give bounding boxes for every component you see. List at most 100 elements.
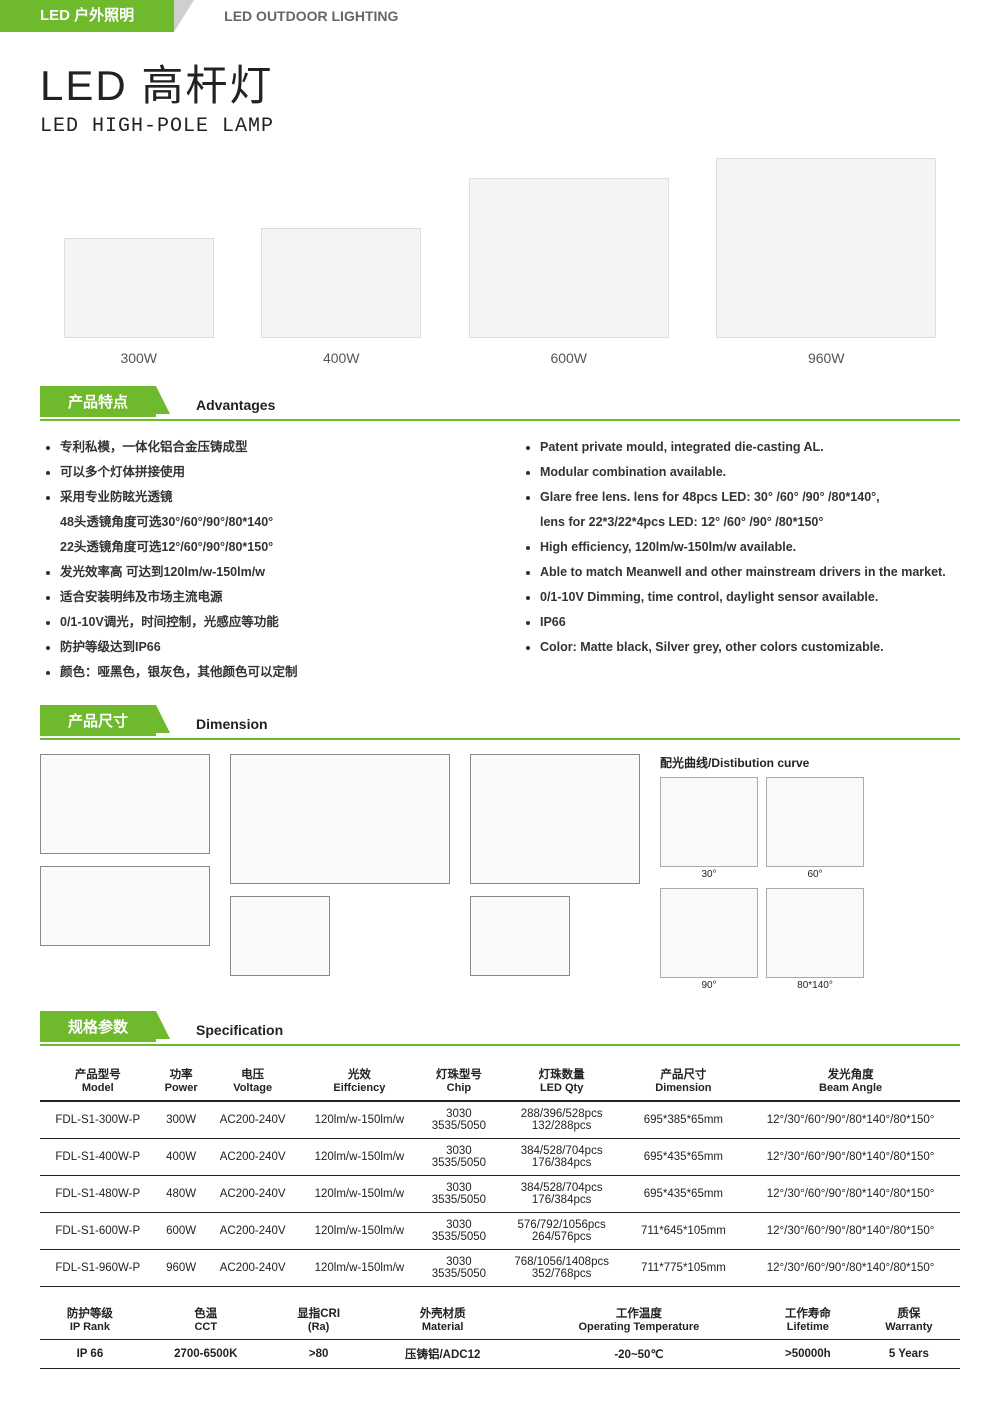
advantage-item-cn: 0/1-10V调光，时间控制，光感应等功能 xyxy=(60,610,480,635)
dimension-drawing-2 xyxy=(230,754,450,884)
spec-cell: 12°/30°/60°/90°/80*140°/80*150° xyxy=(741,1213,960,1250)
product-item: 600W xyxy=(469,178,669,366)
spec-cell: 30303535/5050 xyxy=(420,1250,498,1287)
spec-cell: 768/1056/1408pcs352/768pcs xyxy=(498,1250,626,1287)
spec2-header: 工作温度Operating Temperature xyxy=(520,1299,758,1340)
spec-header: 电压Voltage xyxy=(207,1060,299,1101)
table-row: FDL-S1-400W-P400WAC200-240V120lm/w-150lm… xyxy=(40,1139,960,1176)
spec-cell: 30303535/5050 xyxy=(420,1139,498,1176)
dimension-drawing-3b xyxy=(470,896,570,976)
product-wattage: 960W xyxy=(716,350,936,366)
spec-header: 灯珠型号Chip xyxy=(420,1060,498,1101)
spec-cell: 288/396/528pcs132/288pcs xyxy=(498,1101,626,1139)
curve-title: 配光曲线/Distibution curve xyxy=(660,754,864,771)
spec-cell: 695*435*65mm xyxy=(626,1176,742,1213)
spec-table-1: 产品型号Model功率Power电压Voltage光效Eiffciency灯珠型… xyxy=(40,1060,960,1287)
spec-cell: 695*435*65mm xyxy=(626,1139,742,1176)
advantage-item-cn: 发光效率高 可达到120lm/w-150lm/w xyxy=(60,560,480,585)
spec-cell: FDL-S1-960W-P xyxy=(40,1250,156,1287)
product-wattage: 600W xyxy=(469,350,669,366)
distribution-curves: 配光曲线/Distibution curve 30°60°90°80*140° xyxy=(660,754,864,991)
advantage-item-cn: 采用专业防眩光透镜 xyxy=(60,485,480,510)
spec2-header: 色温CCT xyxy=(140,1299,272,1340)
spec-cell: 120lm/w-150lm/w xyxy=(299,1176,420,1213)
advantage-item-en: 0/1-10V Dimming, time control, daylight … xyxy=(540,585,960,610)
header-category-en: LED OUTDOOR LIGHTING xyxy=(194,8,398,24)
table-row: FDL-S1-600W-P600WAC200-240V120lm/w-150lm… xyxy=(40,1213,960,1250)
advantage-item-cn: 颜色：哑黑色，银灰色，其他颜色可以定制 xyxy=(60,660,480,685)
spec-header: 灯珠数量LED Qty xyxy=(498,1060,626,1101)
table-row: FDL-S1-480W-P480WAC200-240V120lm/w-150lm… xyxy=(40,1176,960,1213)
advantage-item-cn: 可以多个灯体拼接使用 xyxy=(60,460,480,485)
spec-cell: 30303535/5050 xyxy=(420,1101,498,1139)
spec2-header: 工作寿命Lifetime xyxy=(758,1299,858,1340)
spec-cell: AC200-240V xyxy=(207,1139,299,1176)
section-advantages-head: 产品特点 Advantages xyxy=(40,386,960,417)
spec-header: 产品型号Model xyxy=(40,1060,156,1101)
spec-cell: 711*775*105mm xyxy=(626,1250,742,1287)
section-tag-advantages: 产品特点 xyxy=(40,386,156,417)
advantage-item-en: lens for 22*3/22*4pcs LED: 12° /60° /90°… xyxy=(540,510,960,535)
spec-cell: 384/528/704pcs176/384pcs xyxy=(498,1139,626,1176)
spec-cell: 711*645*105mm xyxy=(626,1213,742,1250)
spec-table-2: 防护等级IP Rank色温CCT显指CRI(Ra)外壳材质Material工作温… xyxy=(40,1299,960,1369)
advantage-item-en: Patent private mould, integrated die-cas… xyxy=(540,435,960,460)
divider-line xyxy=(40,1044,960,1046)
advantages-en-col: Patent private mould, integrated die-cas… xyxy=(520,435,960,685)
section-en-specification: Specification xyxy=(196,1022,283,1042)
spec-cell: 480W xyxy=(156,1176,207,1213)
spec2-header: 防护等级IP Rank xyxy=(40,1299,140,1340)
spec-cell: 30303535/5050 xyxy=(420,1176,498,1213)
advantage-item-cn: 适合安装明纬及市场主流电源 xyxy=(60,585,480,610)
spec2-cell: IP 66 xyxy=(40,1340,140,1369)
spec-cell: 384/528/704pcs176/384pcs xyxy=(498,1176,626,1213)
product-image xyxy=(469,178,669,338)
advantage-item-en: Able to match Meanwell and other mainstr… xyxy=(540,560,960,585)
distribution-curve: 80*140° xyxy=(766,888,864,991)
advantage-item-cn: 48头透镜角度可选30°/60°/90°/80*140° xyxy=(60,510,480,535)
advantage-item-cn: 22头透镜角度可选12°/60°/90°/80*150° xyxy=(60,535,480,560)
dimension-diagrams: 配光曲线/Distibution curve 30°60°90°80*140° xyxy=(40,754,960,991)
product-item: 960W xyxy=(716,158,936,366)
spec-cell: 120lm/w-150lm/w xyxy=(299,1101,420,1139)
spec-cell: AC200-240V xyxy=(207,1176,299,1213)
spec-cell: 120lm/w-150lm/w xyxy=(299,1250,420,1287)
product-wattage: 300W xyxy=(64,350,214,366)
advantage-item-en: High efficiency, 120lm/w-150lm/w availab… xyxy=(540,535,960,560)
dimension-drawing-1b xyxy=(40,866,210,946)
section-tag-specification: 规格参数 xyxy=(40,1011,156,1042)
advantage-item-en: Modular combination available. xyxy=(540,460,960,485)
spec-cell: FDL-S1-300W-P xyxy=(40,1101,156,1139)
spec-cell: FDL-S1-400W-P xyxy=(40,1139,156,1176)
advantages-columns: 专利私模，一体化铝合金压铸成型可以多个灯体拼接使用采用专业防眩光透镜48头透镜角… xyxy=(40,435,960,685)
section-tag-dimension: 产品尺寸 xyxy=(40,705,156,736)
spec-header: 光效Eiffciency xyxy=(299,1060,420,1101)
spec-cell: 12°/30°/60°/90°/80*140°/80*150° xyxy=(741,1101,960,1139)
divider-line xyxy=(40,419,960,421)
spec2-cell: 压铸铝/ADC12 xyxy=(366,1340,520,1369)
distribution-curve: 30° xyxy=(660,777,758,880)
dimension-drawing-1 xyxy=(40,754,210,854)
title-en: LED HIGH-POLE LAMP xyxy=(40,115,960,138)
advantages-cn-col: 专利私模，一体化铝合金压铸成型可以多个灯体拼接使用采用专业防眩光透镜48头透镜角… xyxy=(40,435,480,685)
spec-cell: 120lm/w-150lm/w xyxy=(299,1213,420,1250)
distribution-curve: 90° xyxy=(660,888,758,991)
header-category-cn: LED 户外照明 xyxy=(0,0,174,32)
spec2-header: 显指CRI(Ra) xyxy=(272,1299,366,1340)
spec-cell: FDL-S1-480W-P xyxy=(40,1176,156,1213)
section-en-advantages: Advantages xyxy=(196,397,275,417)
product-images-row: 300W 400W 600W 960W xyxy=(40,158,960,366)
product-wattage: 400W xyxy=(261,350,421,366)
spec-header: 功率Power xyxy=(156,1060,207,1101)
product-item: 400W xyxy=(261,228,421,366)
spec-cell: 600W xyxy=(156,1213,207,1250)
spec-cell: 960W xyxy=(156,1250,207,1287)
product-item: 300W xyxy=(64,238,214,366)
table-row: FDL-S1-300W-P300WAC200-240V120lm/w-150lm… xyxy=(40,1101,960,1139)
advantage-item-cn: 防护等级达到IP66 xyxy=(60,635,480,660)
spec-cell: 12°/30°/60°/90°/80*140°/80*150° xyxy=(741,1250,960,1287)
divider-line xyxy=(40,738,960,740)
dimension-drawing-3 xyxy=(470,754,640,884)
spec2-cell: 5 Years xyxy=(858,1340,960,1369)
product-image xyxy=(261,228,421,338)
